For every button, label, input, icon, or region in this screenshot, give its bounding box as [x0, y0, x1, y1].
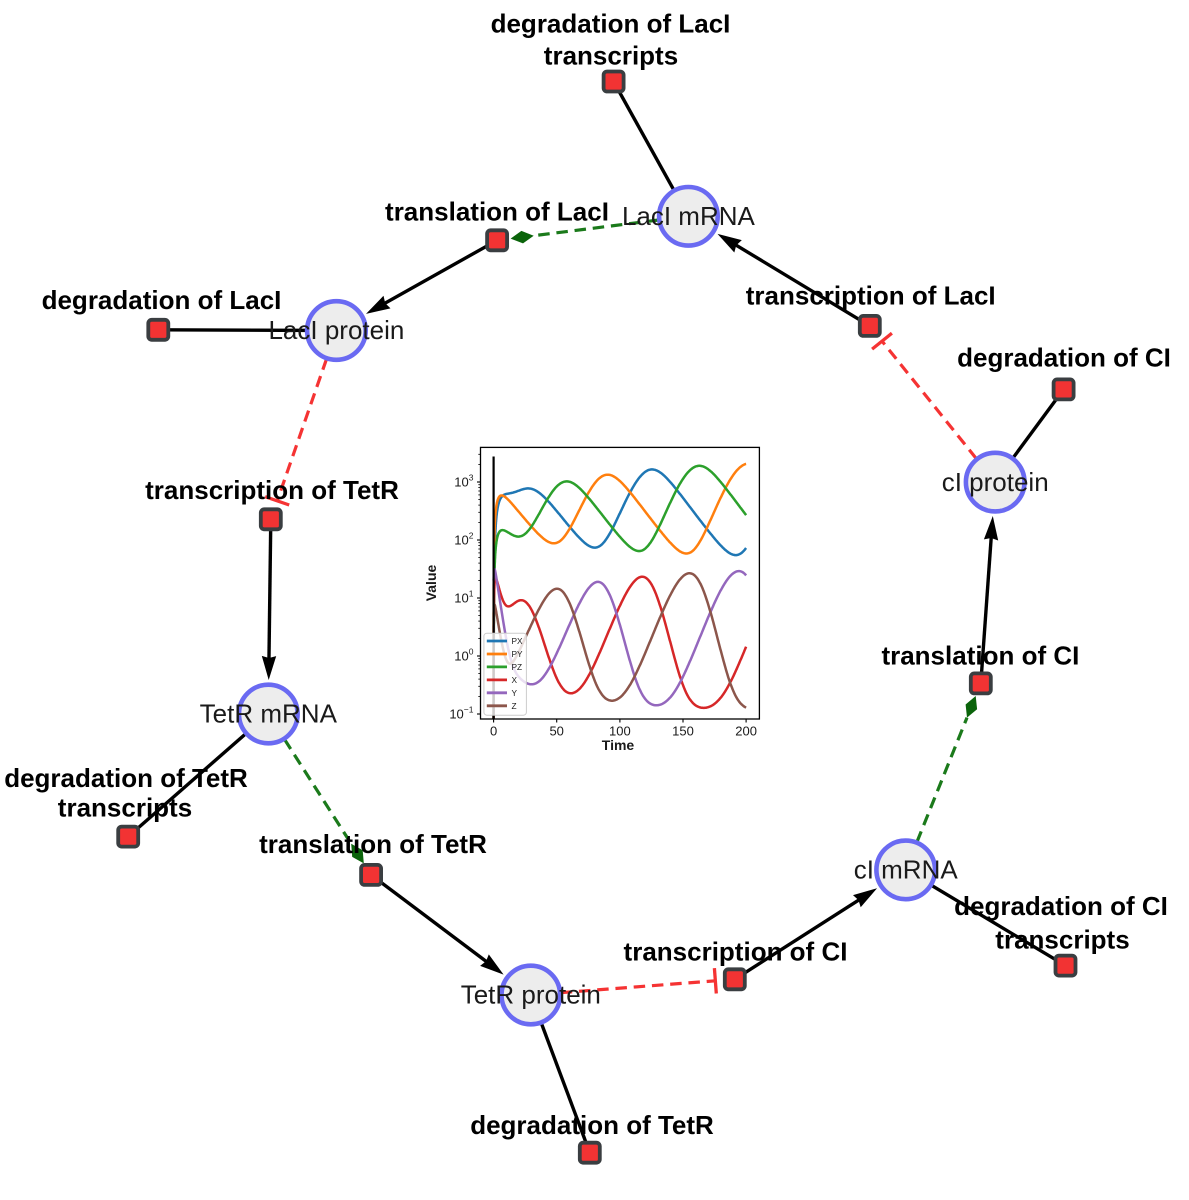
svg-text:LacI mRNA: LacI mRNA — [622, 201, 756, 231]
svg-text:translation of TetR: translation of TetR — [259, 829, 487, 859]
svg-text:transcripts: transcripts — [544, 41, 678, 71]
svg-text:transcription of CI: transcription of CI — [624, 936, 848, 966]
svg-text:Value: Value — [423, 565, 439, 602]
svg-text:101: 101 — [454, 589, 473, 606]
svg-text:PZ: PZ — [512, 662, 523, 672]
svg-text:103: 103 — [454, 473, 473, 490]
svg-text:translation of CI: translation of CI — [881, 640, 1079, 670]
svg-text:150: 150 — [672, 724, 694, 739]
svg-text:PY: PY — [512, 649, 524, 659]
svg-text:degradation of TetR: degradation of TetR — [470, 1110, 714, 1140]
svg-text:200: 200 — [735, 724, 757, 739]
svg-text:cI mRNA: cI mRNA — [854, 855, 959, 885]
svg-text:TetR mRNA: TetR mRNA — [200, 699, 338, 729]
svg-text:LacI protein: LacI protein — [268, 315, 404, 345]
svg-text:degradation of CI: degradation of CI — [954, 891, 1168, 921]
svg-text:transcription of TetR: transcription of TetR — [145, 475, 399, 505]
svg-text:Z: Z — [512, 701, 517, 711]
svg-text:transcription of LacI: transcription of LacI — [746, 281, 996, 311]
svg-text:100: 100 — [454, 647, 473, 664]
svg-text:50: 50 — [549, 724, 563, 739]
svg-text:degradation of LacI: degradation of LacI — [491, 8, 731, 38]
svg-text:10−1: 10−1 — [449, 705, 473, 722]
svg-text:X: X — [512, 675, 518, 685]
svg-text:100: 100 — [609, 724, 631, 739]
svg-text:0: 0 — [490, 724, 497, 739]
svg-text:Time: Time — [602, 737, 635, 753]
svg-text:Y: Y — [512, 688, 518, 698]
svg-text:transcripts: transcripts — [58, 793, 192, 823]
svg-text:degradation of CI: degradation of CI — [957, 343, 1171, 373]
svg-text:translation of LacI: translation of LacI — [385, 197, 609, 227]
svg-text:TetR protein: TetR protein — [461, 980, 601, 1010]
svg-text:102: 102 — [454, 531, 473, 548]
svg-text:PX: PX — [512, 636, 524, 646]
svg-text:degradation of TetR: degradation of TetR — [4, 763, 248, 793]
svg-text:cI protein: cI protein — [942, 467, 1049, 497]
svg-text:degradation of LacI: degradation of LacI — [42, 285, 282, 315]
svg-text:transcripts: transcripts — [995, 924, 1129, 954]
